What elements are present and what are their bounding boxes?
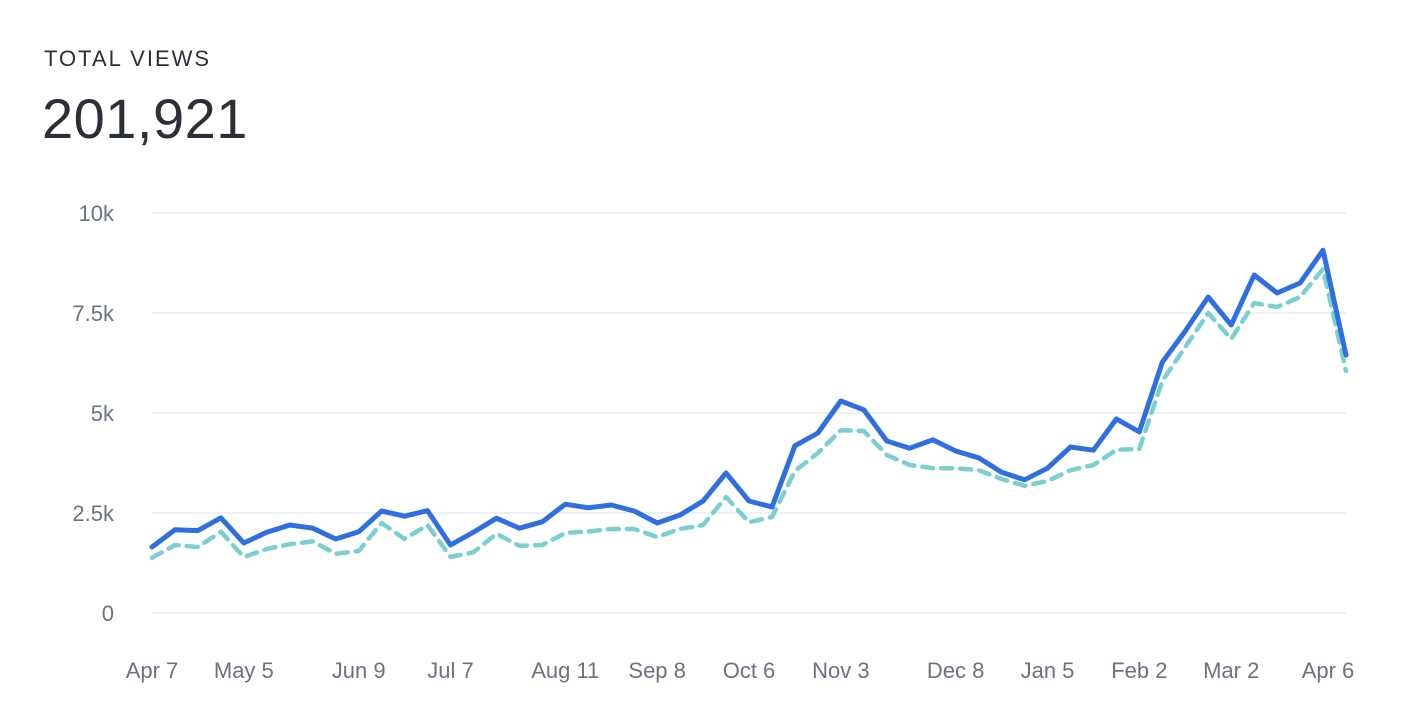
x-axis-ticks: Apr 7 May 5 Jun 9 Jul 7 Aug 11 Sep 8 Oct 6 Nov … [126,658,1355,683]
y-tick-label: 7.5k [72,301,115,326]
series-lines [149,247,1349,561]
x-tick-label: Apr 6 [1302,658,1355,683]
x-tick-label: Dec 8 [927,658,984,683]
x-tick-label: Nov 3 [812,658,869,683]
grid-lines [152,212,1346,614]
x-tick-label: Apr 7 [126,658,179,683]
x-tick-label: May 5 [214,658,274,683]
y-tick-label: 10k [79,201,115,226]
series-line-dashed [149,266,1349,561]
metric-value: 201,921 [42,87,248,150]
x-tick-label: Jan 5 [1021,658,1075,683]
x-tick-label: Sep 8 [628,658,686,683]
x-tick-label: Aug 11 [531,658,599,683]
y-tick-label: 2.5k [72,501,115,526]
x-tick-label: Jul 7 [427,658,473,683]
metric-label: TOTAL VIEWS [44,46,212,71]
x-tick-label: Jun 9 [332,658,386,683]
y-tick-label: 5k [91,401,115,426]
x-tick-label: Oct 6 [723,658,776,683]
y-tick-label: 0 [102,601,114,626]
y-axis-ticks: 0 2.5k 5k 7.5k 10k [72,201,115,626]
x-tick-label: Feb 2 [1111,658,1167,683]
x-tick-label: Mar 2 [1203,658,1259,683]
series-line-solid [149,247,1349,550]
